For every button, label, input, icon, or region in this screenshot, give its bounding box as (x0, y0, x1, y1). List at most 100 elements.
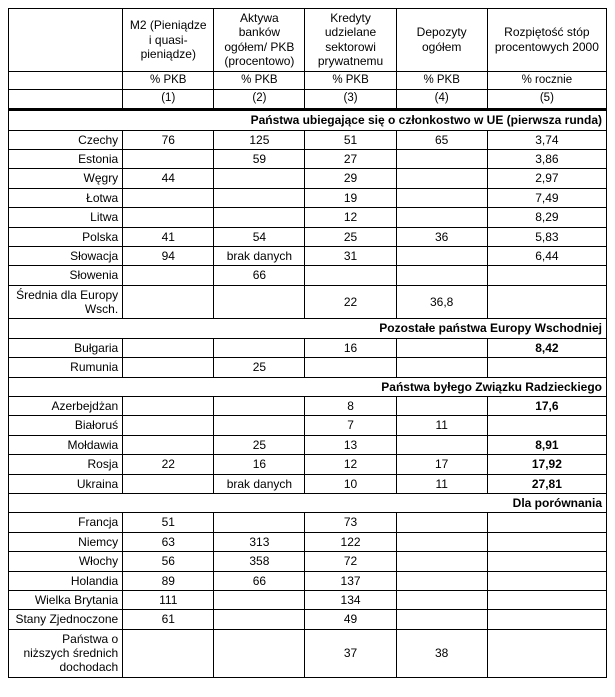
cell-c1: 61 (123, 610, 214, 629)
cell-c5: 2,97 (487, 169, 606, 188)
cell-c4: 36 (396, 227, 487, 246)
header-row-index: (1) (2) (3) (4) (5) (9, 90, 607, 110)
cell-c5: 3,74 (487, 130, 606, 149)
table-row: Łotwa197,49 (9, 188, 607, 207)
cell-c4 (396, 397, 487, 416)
row-label: Słowenia (9, 266, 123, 285)
row-label: Węgry (9, 169, 123, 188)
row-label: Stany Zjednoczone (9, 610, 123, 629)
idx-c4: (4) (396, 90, 487, 110)
idx-c2: (2) (214, 90, 305, 110)
cell-c2: brak danych (214, 474, 305, 493)
cell-c4 (396, 610, 487, 629)
row-label: Holandia (9, 571, 123, 590)
table-row: Bułgaria168,42 (9, 338, 607, 357)
section-title: Dla porównania (9, 493, 607, 512)
cell-c1 (123, 435, 214, 454)
cell-c2: 25 (214, 358, 305, 377)
row-label: Włochy (9, 552, 123, 571)
cell-c5 (487, 285, 606, 319)
cell-c3: 19 (305, 188, 396, 207)
cell-c2: 16 (214, 455, 305, 474)
cell-c4 (396, 188, 487, 207)
header-row-titles: M2 (Pieniądze i quasi-pieniądze) Aktywa … (9, 9, 607, 72)
cell-c1 (123, 266, 214, 285)
cell-c1: 89 (123, 571, 214, 590)
cell-c2 (214, 285, 305, 319)
cell-c5: 8,29 (487, 208, 606, 227)
cell-c5: 8,42 (487, 338, 606, 357)
header-c5: Rozpiętość stóp procentowych 2000 (487, 9, 606, 72)
data-table: M2 (Pieniądze i quasi-pieniądze) Aktywa … (8, 8, 607, 678)
table-row: Francja5173 (9, 513, 607, 532)
cell-c5 (487, 552, 606, 571)
cell-c4: 36,8 (396, 285, 487, 319)
cell-c2 (214, 416, 305, 435)
section-row: Pozostałe państwa Europy Wschodniej (9, 319, 607, 338)
cell-c3: 122 (305, 532, 396, 551)
cell-c5 (487, 513, 606, 532)
cell-c4 (396, 208, 487, 227)
cell-c1: 76 (123, 130, 214, 149)
table-row: Słowenia66 (9, 266, 607, 285)
cell-c4 (396, 590, 487, 609)
unit-c1: % PKB (123, 71, 214, 90)
cell-c1 (123, 358, 214, 377)
cell-c3: 137 (305, 571, 396, 590)
unit-c2: % PKB (214, 71, 305, 90)
cell-c3: 49 (305, 610, 396, 629)
row-label: Niemcy (9, 532, 123, 551)
row-label: Rumunia (9, 358, 123, 377)
table-row: Azerbejdżan817,6 (9, 397, 607, 416)
unit-c3: % PKB (305, 71, 396, 90)
section-title: Państwa byłego Związku Radzieckiego (9, 377, 607, 396)
cell-c2: 358 (214, 552, 305, 571)
cell-c3: 7 (305, 416, 396, 435)
row-label: Państwa o niższych średnich dochodach (9, 629, 123, 677)
section-row: Dla porównania (9, 493, 607, 512)
cell-c1: 94 (123, 246, 214, 265)
cell-c2: 66 (214, 571, 305, 590)
row-label: Azerbejdżan (9, 397, 123, 416)
cell-c4 (396, 571, 487, 590)
header-c2: Aktywa banków ogółem/ PKB (procentowo) (214, 9, 305, 72)
cell-c1: 111 (123, 590, 214, 609)
cell-c5: 6,44 (487, 246, 606, 265)
cell-c2 (214, 513, 305, 532)
cell-c5: 27,81 (487, 474, 606, 493)
unit-c5: % rocznie (487, 71, 606, 90)
cell-c4 (396, 338, 487, 357)
section-title: Pozostałe państwa Europy Wschodniej (9, 319, 607, 338)
cell-c3: 73 (305, 513, 396, 532)
cell-c3: 22 (305, 285, 396, 319)
cell-c3: 8 (305, 397, 396, 416)
cell-c3: 134 (305, 590, 396, 609)
unit-c4: % PKB (396, 71, 487, 90)
cell-c2 (214, 590, 305, 609)
table-row: Białoruś711 (9, 416, 607, 435)
cell-c1 (123, 416, 214, 435)
cell-c1 (123, 629, 214, 677)
cell-c5: 7,49 (487, 188, 606, 207)
cell-c2: brak danych (214, 246, 305, 265)
table-row: Wielka Brytania111134 (9, 590, 607, 609)
table-row: Holandia8966137 (9, 571, 607, 590)
cell-c1: 44 (123, 169, 214, 188)
cell-c1 (123, 338, 214, 357)
cell-c2: 25 (214, 435, 305, 454)
row-label: Słowacja (9, 246, 123, 265)
cell-c4 (396, 266, 487, 285)
header-c1: M2 (Pieniądze i quasi-pieniądze) (123, 9, 214, 72)
table-row: Rumunia 25 (9, 358, 607, 377)
cell-c3: 16 (305, 338, 396, 357)
cell-c5 (487, 629, 606, 677)
cell-c1: 51 (123, 513, 214, 532)
header-row-units: % PKB % PKB % PKB % PKB % rocznie (9, 71, 607, 90)
idx-c1: (1) (123, 90, 214, 110)
cell-c2: 59 (214, 149, 305, 168)
cell-c3: 13 (305, 435, 396, 454)
section-row: Państwa byłego Związku Radzieckiego (9, 377, 607, 396)
table-row: Ukrainabrak danych101127,81 (9, 474, 607, 493)
cell-c4 (396, 358, 487, 377)
idx-c3: (3) (305, 90, 396, 110)
